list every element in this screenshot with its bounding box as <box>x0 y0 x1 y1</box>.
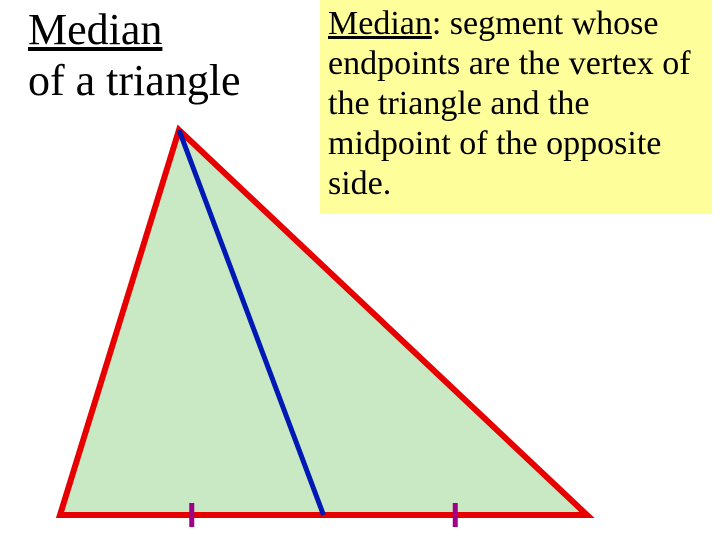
title-term: Median <box>28 5 162 54</box>
slide-title: Median of a triangle <box>28 5 241 106</box>
definition-term: Median <box>328 5 432 42</box>
definition-box: Median: segment whose endpoints are the … <box>322 0 714 213</box>
title-subtext: of a triangle <box>28 56 241 105</box>
